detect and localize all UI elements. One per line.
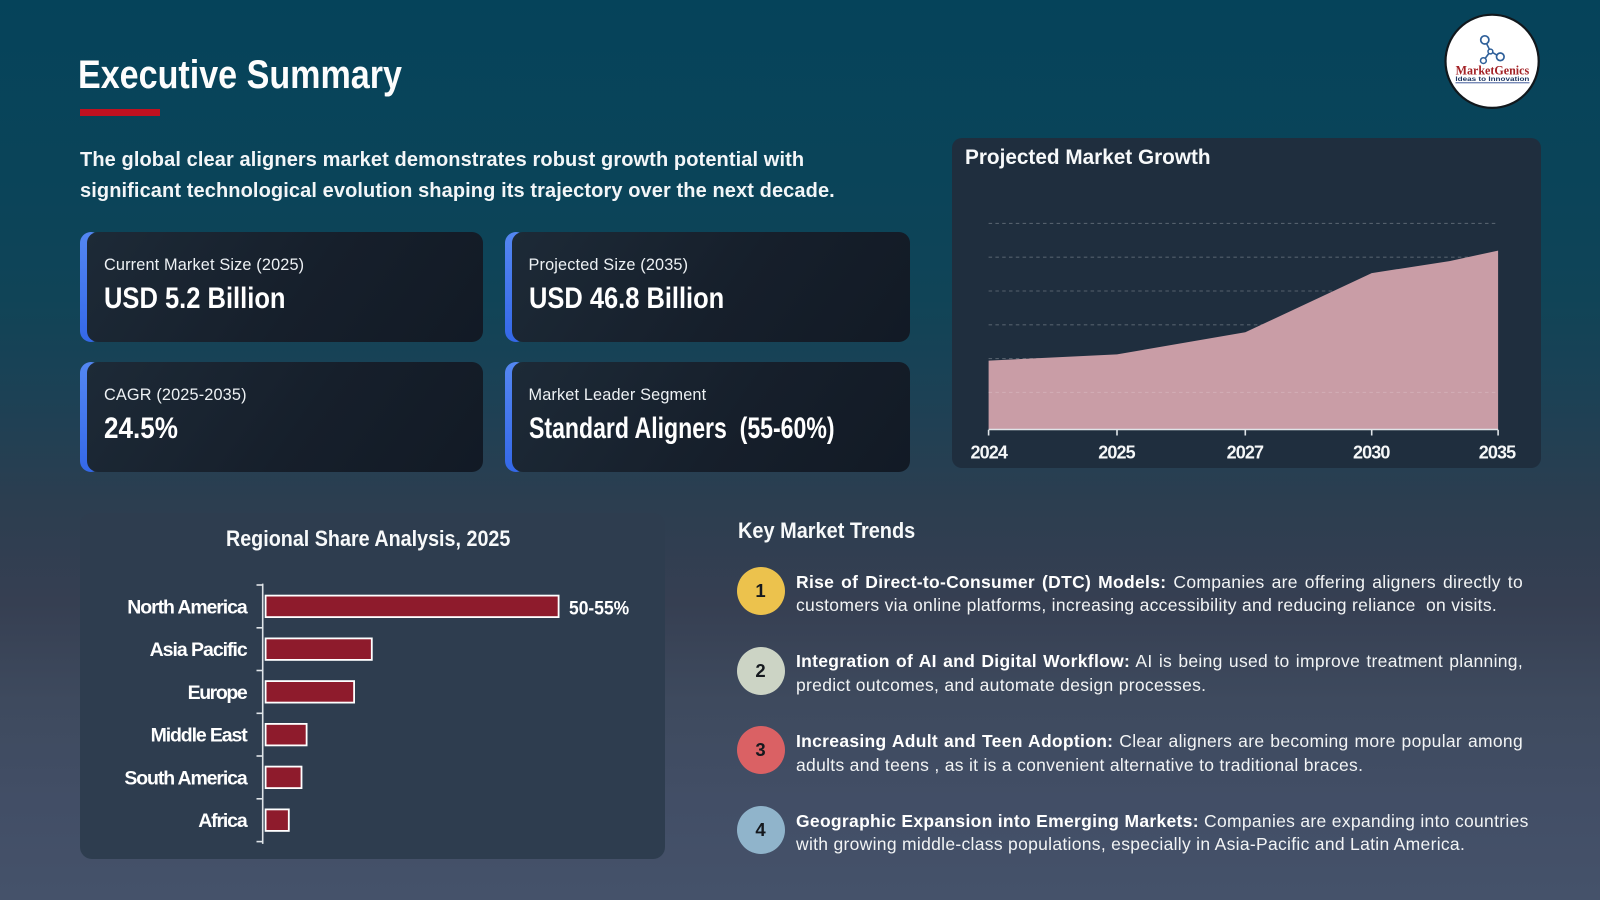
svg-text:50-55%: 50-55% xyxy=(569,598,629,620)
svg-text:Africa: Africa xyxy=(198,810,248,832)
svg-text:South America: South America xyxy=(124,767,247,789)
svg-text:2027: 2027 xyxy=(1227,442,1264,462)
svg-text:Middle East: Middle East xyxy=(151,725,249,747)
svg-text:Europe: Europe xyxy=(188,682,248,704)
svg-text:2024: 2024 xyxy=(971,442,1008,462)
svg-text:Asia Pacific: Asia Pacific xyxy=(150,639,248,661)
svg-text:2030: 2030 xyxy=(1353,442,1390,462)
svg-text:2035: 2035 xyxy=(1479,442,1516,462)
svg-text:MarketGenics: MarketGenics xyxy=(1455,63,1529,77)
svg-text:Ideas to Innovation: Ideas to Innovation xyxy=(1455,76,1529,83)
svg-text:2025: 2025 xyxy=(1098,442,1135,462)
svg-text:North America: North America xyxy=(127,596,248,618)
